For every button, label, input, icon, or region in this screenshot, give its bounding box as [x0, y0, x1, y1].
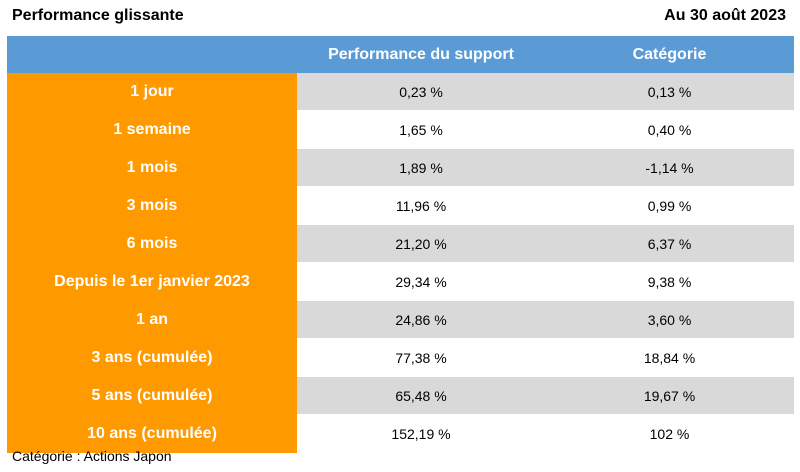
period-cell: 10 ans (cumulée) — [7, 414, 297, 453]
table-row: 1 jour 0,23 % 0,13 % — [7, 73, 794, 111]
support-cell: 77,38 % — [297, 338, 545, 377]
support-cell: 21,20 % — [297, 224, 545, 263]
support-cell: 152,19 % — [297, 414, 545, 453]
support-cell: 29,34 % — [297, 262, 545, 301]
category-cell: 102 % — [545, 414, 794, 453]
category-cell: 18,84 % — [545, 338, 794, 377]
table-row: 3 mois 11,96 % 0,99 % — [7, 186, 794, 225]
table-row: 10 ans (cumulée) 152,19 % 102 % — [7, 414, 794, 453]
table-row: 1 an 24,86 % 3,60 % — [7, 300, 794, 339]
report-title: Performance glissante — [12, 7, 184, 24]
period-cell: 3 mois — [7, 186, 297, 225]
column-header-support: Performance du support — [297, 36, 545, 73]
period-cell: 5 ans (cumulée) — [7, 376, 297, 415]
period-cell: 3 ans (cumulée) — [7, 338, 297, 377]
category-cell: -1,14 % — [545, 148, 794, 187]
table-row: 5 ans (cumulée) 65,48 % 19,67 % — [7, 376, 794, 415]
table-row: 3 ans (cumulée) 77,38 % 18,84 % — [7, 338, 794, 377]
period-cell: 6 mois — [7, 224, 297, 263]
category-cell: 3,60 % — [545, 300, 794, 339]
period-cell: 1 an — [7, 300, 297, 339]
category-cell: 0,99 % — [545, 186, 794, 225]
support-cell: 0,23 % — [297, 73, 545, 111]
category-cell: 0,40 % — [545, 110, 794, 149]
column-header-category: Catégorie — [545, 36, 794, 73]
support-cell: 11,96 % — [297, 186, 545, 225]
report-header: Performance glissante Au 30 août 2023 — [0, 0, 800, 36]
period-cell: 1 mois — [7, 148, 297, 187]
table-row: 1 semaine 1,65 % 0,40 % — [7, 110, 794, 149]
table-row: 6 mois 21,20 % 6,37 % — [7, 224, 794, 263]
table-row: 1 mois 1,89 % -1,14 % — [7, 148, 794, 187]
period-cell: 1 semaine — [7, 110, 297, 149]
period-cell: Depuis le 1er janvier 2023 — [7, 262, 297, 301]
category-cell: 19,67 % — [545, 376, 794, 415]
category-cell: 0,13 % — [545, 73, 794, 111]
performance-table: Performance du support Catégorie 1 jour … — [7, 36, 794, 453]
support-cell: 1,89 % — [297, 148, 545, 187]
category-footnote: Catégorie : Actions Japon — [12, 448, 172, 464]
table-row: Depuis le 1er janvier 2023 29,34 % 9,38 … — [7, 262, 794, 301]
support-cell: 65,48 % — [297, 376, 545, 415]
column-header-period — [7, 36, 297, 73]
support-cell: 24,86 % — [297, 300, 545, 339]
category-cell: 9,38 % — [545, 262, 794, 301]
period-cell: 1 jour — [7, 73, 297, 111]
table-header-row: Performance du support Catégorie — [7, 36, 794, 73]
category-cell: 6,37 % — [545, 224, 794, 263]
support-cell: 1,65 % — [297, 110, 545, 149]
report-date: Au 30 août 2023 — [664, 7, 786, 24]
